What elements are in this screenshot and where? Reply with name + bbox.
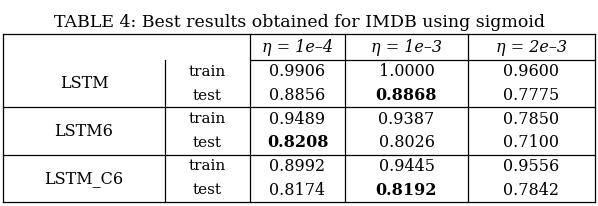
- Text: 0.8192: 0.8192: [376, 182, 437, 199]
- Text: η = 1e–4: η = 1e–4: [262, 39, 333, 55]
- Text: train: train: [189, 65, 226, 79]
- Text: LSTM6: LSTM6: [54, 123, 114, 139]
- Text: 0.9556: 0.9556: [504, 158, 560, 175]
- Text: 0.9445: 0.9445: [379, 158, 435, 175]
- Text: train: train: [189, 112, 226, 126]
- Text: 0.9387: 0.9387: [379, 111, 435, 128]
- Text: 0.8208: 0.8208: [267, 134, 328, 151]
- Text: η = 2e–3: η = 2e–3: [496, 39, 567, 55]
- Text: 0.8868: 0.8868: [376, 87, 437, 104]
- Text: 0.9906: 0.9906: [270, 63, 325, 80]
- Text: test: test: [193, 136, 222, 150]
- Text: 0.9489: 0.9489: [270, 111, 325, 128]
- Text: 0.7100: 0.7100: [504, 134, 560, 151]
- Text: 1.0000: 1.0000: [379, 63, 434, 80]
- Text: train: train: [189, 159, 226, 173]
- Text: LSTM_C6: LSTM_C6: [44, 170, 124, 187]
- Text: 0.7775: 0.7775: [504, 87, 560, 104]
- Text: 0.7850: 0.7850: [504, 111, 560, 128]
- Text: 0.8856: 0.8856: [269, 87, 326, 104]
- Text: TABLE 4: Best results obtained for IMDB using sigmoid: TABLE 4: Best results obtained for IMDB …: [53, 14, 545, 31]
- Text: 0.8174: 0.8174: [270, 182, 325, 199]
- Text: η = 1e–3: η = 1e–3: [371, 39, 442, 55]
- Text: 0.8992: 0.8992: [270, 158, 325, 175]
- Text: 0.9600: 0.9600: [504, 63, 560, 80]
- Text: 0.8026: 0.8026: [379, 134, 435, 151]
- Text: test: test: [193, 183, 222, 197]
- Text: test: test: [193, 89, 222, 103]
- Text: 0.7842: 0.7842: [504, 182, 560, 199]
- Text: LSTM: LSTM: [60, 75, 108, 92]
